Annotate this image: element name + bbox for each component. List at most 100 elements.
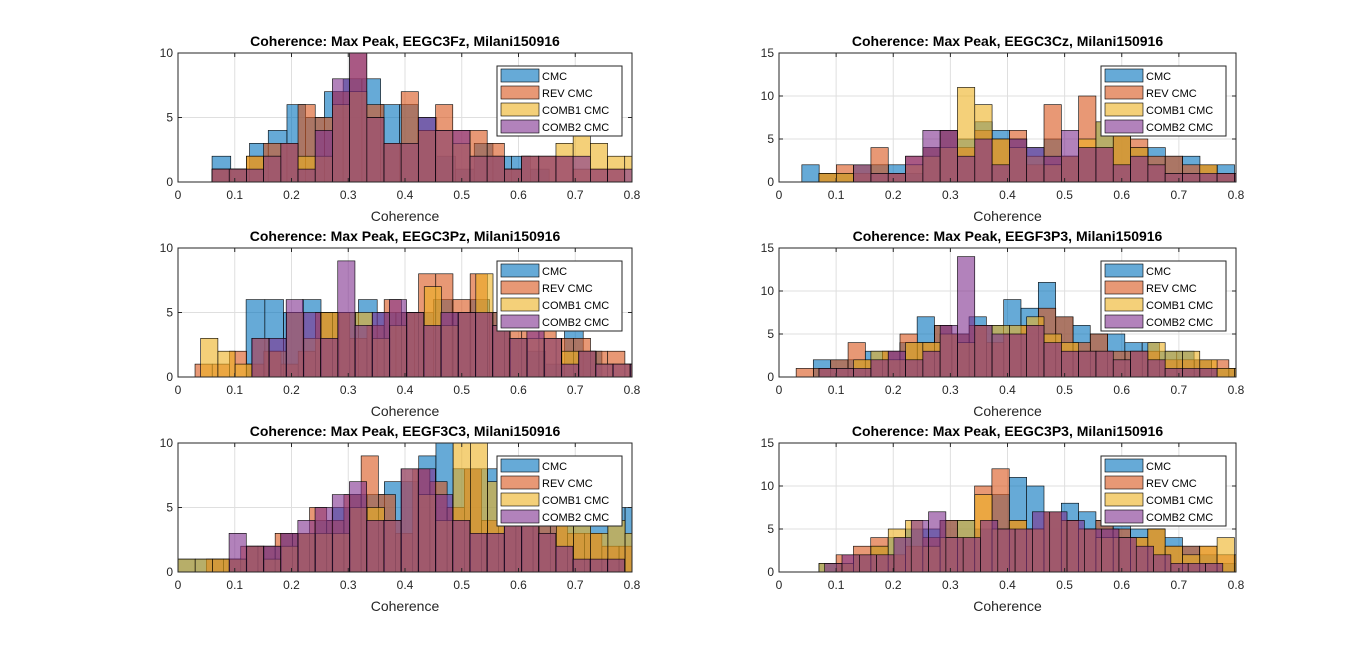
bar-comb1-cmc xyxy=(642,533,659,572)
bar-comb2-cmc xyxy=(1182,173,1201,182)
bar-comb2-cmc xyxy=(1061,350,1079,377)
x-axis-label: Coherence xyxy=(973,598,1042,614)
bars xyxy=(194,260,711,377)
bars xyxy=(818,468,1303,572)
y-tick-label: 5 xyxy=(166,306,173,320)
bar-comb2-cmc xyxy=(1095,147,1114,182)
bar-comb2-cmc xyxy=(521,520,539,572)
x-axis-label: Coherence xyxy=(973,403,1042,419)
bar-cmc xyxy=(659,520,676,572)
bar-comb2-cmc xyxy=(469,155,488,182)
x-tick-label: 0.3 xyxy=(340,188,357,202)
legend-swatch xyxy=(1104,492,1144,507)
y-tick-label: 5 xyxy=(166,501,173,515)
x-tick-label: 0.5 xyxy=(453,188,470,202)
bar-comb2-cmc xyxy=(991,333,1010,377)
x-tick-label: 0.3 xyxy=(942,578,959,592)
x-tick-label: 0.3 xyxy=(942,188,959,202)
legend-swatch xyxy=(1104,509,1144,524)
bar-comb2-cmc xyxy=(870,173,889,182)
bar-comb2-cmc xyxy=(824,563,843,572)
bar-comb2-cmc xyxy=(435,494,453,572)
x-tick-label: 0.5 xyxy=(453,383,470,397)
bar-comb2-cmc xyxy=(555,155,574,182)
legend-swatch xyxy=(500,68,540,83)
histogram-panel-3: 0 0.1 0.2 0.3 0.4 0.5 0.6 0.7 0.8 0 5 10 Coherence: … xyxy=(160,228,711,419)
bar-rev-cmc xyxy=(659,364,676,377)
y-tick-label: 15 xyxy=(761,436,775,450)
legend-swatch xyxy=(1104,297,1144,312)
bar-comb1-cmc xyxy=(212,558,230,572)
bar-rev-cmc xyxy=(694,364,711,377)
bar-comb2-cmc xyxy=(457,312,476,377)
bar-comb2-cmc xyxy=(624,168,632,182)
x-tick-label: 0.8 xyxy=(1228,383,1245,397)
bar-comb2-cmc xyxy=(1043,342,1062,377)
x-tick-label: 0.6 xyxy=(510,578,527,592)
bar-comb1-cmc xyxy=(1252,368,1269,377)
x-tick-label: 0.4 xyxy=(397,383,414,397)
bar-comb2-cmc xyxy=(974,138,993,182)
bar-comb2-cmc xyxy=(211,168,230,182)
bar-comb2-cmc xyxy=(314,130,333,182)
x-tick-label: 0.3 xyxy=(340,578,357,592)
bar-comb2-cmc xyxy=(612,363,631,377)
bar-cmc xyxy=(694,559,711,572)
bar-comb2-cmc xyxy=(383,520,402,572)
bar-comb1-cmc xyxy=(200,337,219,377)
legend-swatch xyxy=(1104,119,1144,134)
bar-comb1-cmc xyxy=(1234,368,1236,377)
x-tick-label: 0 xyxy=(776,383,783,397)
legend: CMC REV CMC COMB1 CMC COMB2 CMC xyxy=(496,260,623,332)
bar-comb2-cmc xyxy=(1009,138,1027,182)
bar-comb2-cmc xyxy=(939,325,958,377)
bar-cmc xyxy=(1246,368,1263,377)
x-tick-label: 0 xyxy=(175,383,182,397)
x-axis-label: Coherence xyxy=(371,208,440,224)
legend-swatch xyxy=(500,263,540,278)
x-tick-label: 0.7 xyxy=(567,383,584,397)
bar-comb2-cmc xyxy=(1130,155,1149,182)
bar-comb1-cmc xyxy=(217,350,236,377)
bar-comb2-cmc xyxy=(1164,368,1183,377)
bar-comb1-cmc xyxy=(642,169,659,182)
bar-comb2-cmc xyxy=(607,168,626,182)
histogram-panel-2: 0 0.1 0.2 0.3 0.4 0.5 0.6 0.7 0.8 0 5 10 15 Coherence… xyxy=(761,33,1338,224)
legend-entry: COMB2 CMC xyxy=(1146,512,1213,524)
bar-comb1-cmc xyxy=(659,546,676,572)
bar-comb2-cmc xyxy=(1199,173,1218,182)
y-tick-label: 0 xyxy=(166,175,173,189)
bar-cmc xyxy=(1286,173,1303,182)
bar-comb2-cmc xyxy=(228,532,247,572)
bar-cmc xyxy=(1269,173,1286,182)
bar-comb2-cmc xyxy=(853,368,872,377)
legend-swatch xyxy=(500,297,540,312)
x-tick-label: 0 xyxy=(175,188,182,202)
legend-entry: COMB1 CMC xyxy=(1146,105,1213,117)
bar-comb2-cmc xyxy=(841,554,860,572)
bar-comb2-cmc xyxy=(1170,563,1189,572)
bar-comb2-cmc xyxy=(893,537,912,572)
bar-rev-cmc xyxy=(1321,173,1338,182)
x-tick-label: 0.6 xyxy=(1113,383,1130,397)
bar-comb2-cmc xyxy=(957,155,976,182)
legend-entry: CMC xyxy=(1146,71,1171,83)
bar-comb2-cmc xyxy=(246,168,264,182)
legend-entry: REV CMC xyxy=(1146,283,1197,295)
bar-comb2-cmc xyxy=(337,260,356,377)
bar-comb2-cmc xyxy=(475,312,493,377)
bar-comb2-cmc xyxy=(320,337,339,377)
legend-entry: COMB2 CMC xyxy=(1146,122,1213,134)
bar-comb2-cmc xyxy=(1205,563,1224,572)
y-tick-label: 5 xyxy=(767,132,774,146)
bar-comb1-cmc xyxy=(835,173,854,182)
bar-rev-cmc xyxy=(795,368,814,377)
y-tick-label: 10 xyxy=(761,89,775,103)
bar-comb2-cmc xyxy=(1147,359,1166,377)
bar-comb2-cmc xyxy=(560,363,579,377)
legend-swatch xyxy=(500,492,540,507)
legend-swatch xyxy=(500,314,540,329)
bar-rev-cmc xyxy=(1286,563,1303,572)
bar-rev-cmc xyxy=(1234,173,1236,182)
bar-comb2-cmc xyxy=(555,545,574,572)
